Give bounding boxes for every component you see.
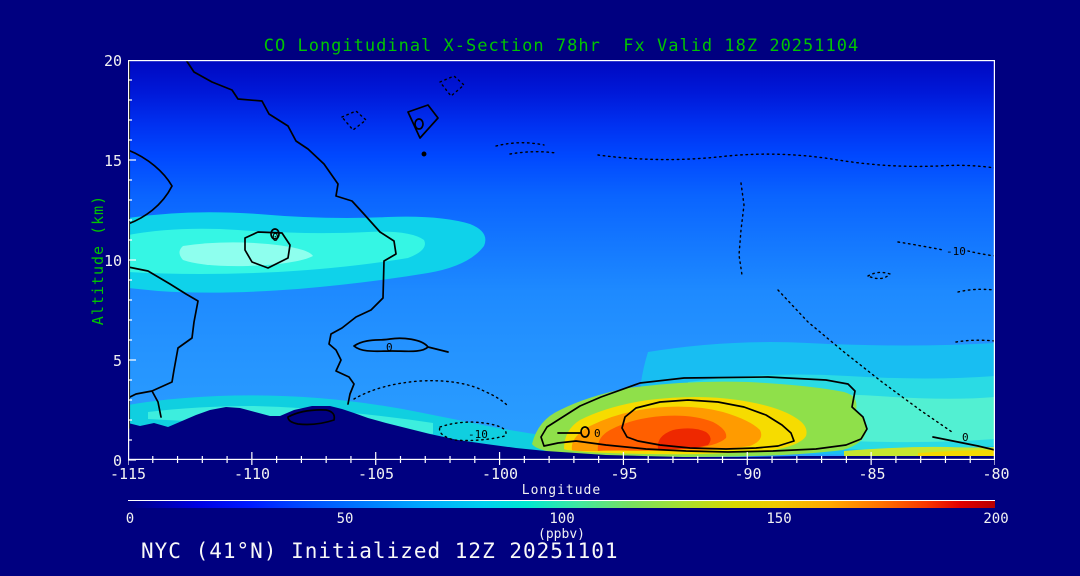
contour-small-oval-2 <box>414 118 424 130</box>
contour-main-snake <box>185 60 397 405</box>
y-tick-10: 10 <box>103 252 122 270</box>
contour-small-oval-1 <box>270 228 280 240</box>
contour-cyan-core-loop <box>244 231 291 269</box>
colorbar-units-label: (ppbv) <box>538 527 585 542</box>
x-tick--115: -115 <box>109 465 147 483</box>
contour-mid-loop <box>353 337 449 353</box>
contour-small-oval-3 <box>580 426 590 438</box>
x-tick--85: -85 <box>858 465 886 483</box>
contour-hotspot-inner <box>621 399 795 450</box>
contour-hotspot-outer <box>540 376 868 453</box>
hotspot-red-core <box>657 428 711 449</box>
contour-upper-quad <box>407 104 439 139</box>
dotted-small-oval <box>866 271 892 280</box>
colorbar-tick-100: 100 <box>549 511 575 527</box>
y-tick-5: 5 <box>112 352 122 370</box>
dotted-diamond-2 <box>340 110 368 131</box>
dotted-minus10-upper <box>897 241 995 257</box>
contour-plot: 0 0 0 0 -10 -10 -10 <box>128 60 995 465</box>
y-tick-15: 15 <box>103 152 122 170</box>
x-tick--90: -90 <box>734 465 762 483</box>
x-axis-label: Longitude <box>521 483 602 498</box>
chart-title: CO Longitudinal X-Section 78hr Fx Valid … <box>263 36 860 56</box>
dotted-arc-mid <box>353 380 509 407</box>
contour-left-bay <box>128 149 173 225</box>
x-tick--105: -105 <box>357 465 395 483</box>
contour-dot <box>421 151 427 157</box>
colorbar-tick-0: 0 <box>125 511 135 527</box>
dotted-upper-right-wave <box>597 153 995 169</box>
contour-right-low <box>932 436 995 451</box>
colorbar <box>128 500 995 508</box>
x-tick--110: -110 <box>233 465 271 483</box>
x-tick--95: -95 <box>610 465 638 483</box>
filled-contour-field: 0 0 0 0 -10 -10 -10 <box>128 60 995 460</box>
dotted-diamond-1 <box>438 75 466 98</box>
axis-ticks <box>128 60 995 465</box>
contour-label-0-c: 0 <box>594 427 601 440</box>
dotted-vertical <box>738 182 745 276</box>
contour-label-m10-b: -10 <box>946 245 966 258</box>
contour-label-m10-a: -10 <box>468 428 488 441</box>
x-tick--80: -80 <box>982 465 1010 483</box>
cyan-blob-left-bright <box>179 242 313 267</box>
dotted-right-edge-dashes <box>955 288 995 343</box>
colorbar-tick-200: 200 <box>983 511 1009 527</box>
colorbar-tick-50: 50 <box>336 511 354 527</box>
terrain-silhouette <box>128 406 995 460</box>
y-tick-0: 0 <box>112 452 122 470</box>
y-tick-20: 20 <box>103 52 122 70</box>
contour-label-0-a: 0 <box>272 231 279 244</box>
contour-label-0-b: 0 <box>386 341 393 354</box>
dotted-short-waves <box>495 142 557 155</box>
run-info-text: NYC (41°N) Initialized 12Z 20251101 <box>141 539 619 563</box>
contour-terrain-loop <box>287 409 336 426</box>
contour-left-zigzag <box>128 266 199 418</box>
colorbar-tick-150: 150 <box>766 511 792 527</box>
x-tick--100: -100 <box>481 465 519 483</box>
dotted-oval-minus10 <box>438 421 507 442</box>
dotted-diagonal-right <box>777 289 953 433</box>
contour-label-0-d: 0 <box>962 431 969 444</box>
